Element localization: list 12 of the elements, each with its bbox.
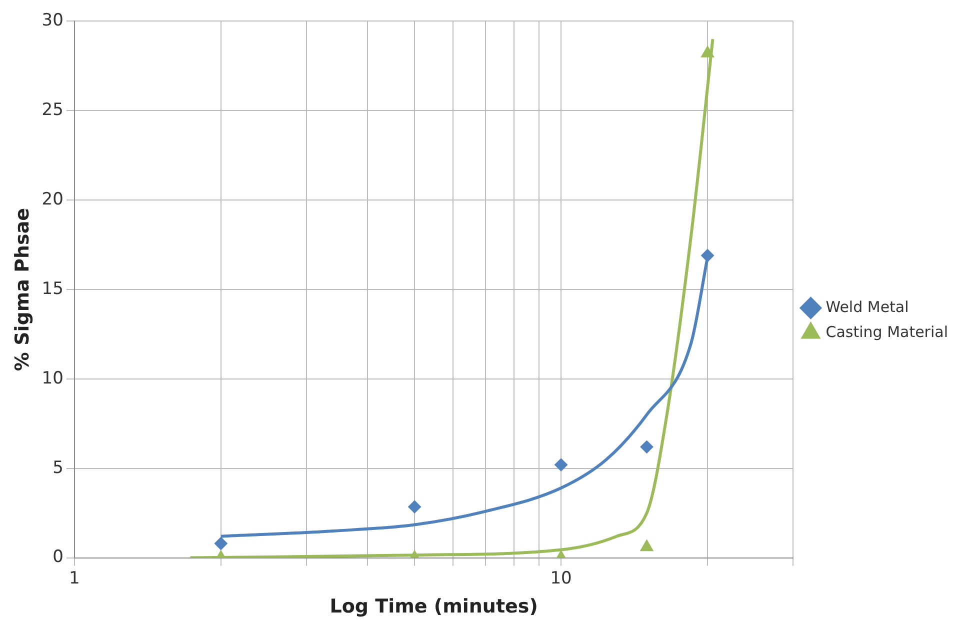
y-tick-label: 25 [42,100,64,120]
x-tick-label: 1 [69,568,80,588]
y-tick-label: 10 [42,368,64,388]
legend-label: Casting Material [826,322,948,341]
x-axis-title: Log Time (minutes) [330,596,538,618]
y-tick-label: 0 [52,547,64,568]
legend-label: Weld Metal [826,298,909,316]
y-tick-label: 30 [42,10,64,31]
y-tick-label: 15 [42,278,64,299]
y-tick-label: 20 [42,189,64,210]
y-axis-title: % Sigma Phsae [11,208,34,372]
y-tick-label: 5 [52,458,64,478]
